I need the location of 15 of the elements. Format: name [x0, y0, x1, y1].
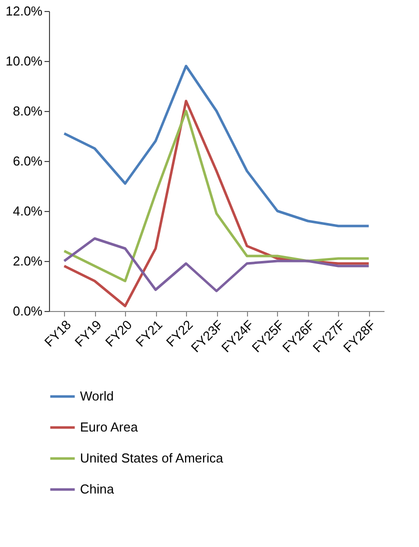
legend-label: United States of America: [80, 450, 224, 466]
y-tick-label: 8.0%: [12, 104, 43, 118]
y-tick-label: 2.0%: [12, 254, 43, 268]
line-series: [62, 100, 370, 308]
y-tick-label: 12.0%: [6, 4, 43, 18]
line-series: [62, 64, 370, 228]
legend-label: China: [80, 482, 115, 496]
line-series: [62, 237, 370, 292]
y-tick-label: 4.0%: [12, 204, 43, 218]
legend-label: Euro Area: [80, 420, 139, 434]
line-series: [62, 110, 370, 282]
y-tick-label: 10.0%: [6, 54, 43, 68]
y-tick-label: 6.0%: [12, 154, 43, 168]
y-tick-label: 0.0%: [12, 304, 43, 318]
legend-label: World: [80, 388, 114, 404]
